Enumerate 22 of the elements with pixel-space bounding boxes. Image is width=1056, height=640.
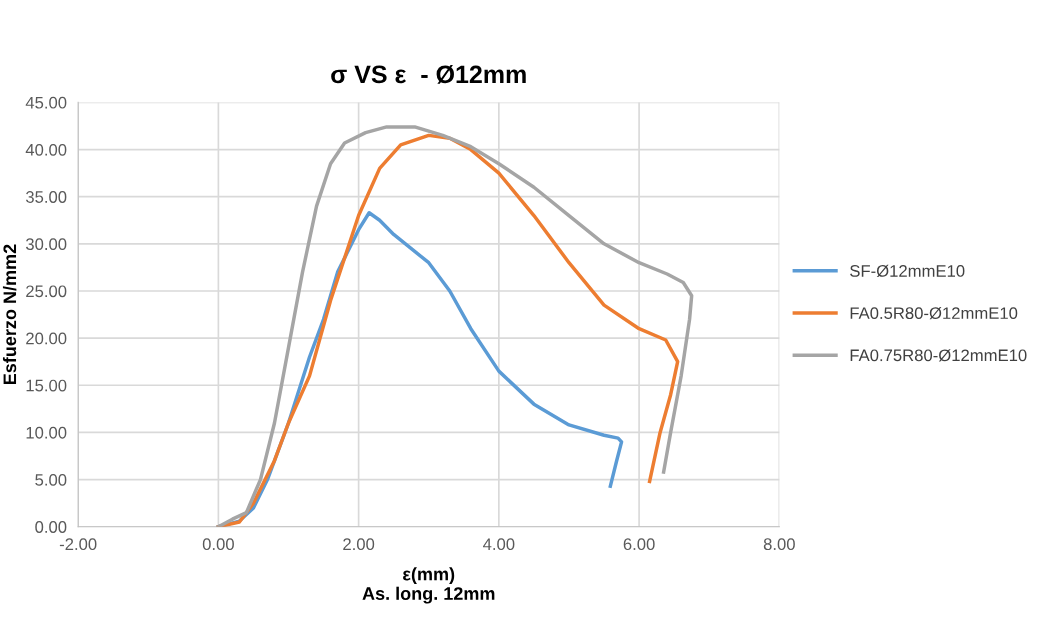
chart-title: σ VS ε - Ø12mm (331, 64, 526, 84)
legend-label: FA0.5R80-Ø12mmE10 (850, 306, 1018, 320)
y-tick-label: 10.00 (26, 426, 67, 439)
legend-label: FA0.75R80-Ø12mmE10 (850, 349, 1027, 362)
y-tick-label: 0.00 (35, 521, 67, 533)
x-tick-label: 8.00 (763, 538, 795, 551)
y-tick-label: 20.00 (26, 332, 67, 345)
y-tick-label: 45.00 (25, 96, 67, 109)
x-tick-label: -2.00 (59, 538, 97, 551)
y-tick-label: 30.00 (25, 238, 67, 251)
y-tick-label: 5.00 (35, 473, 67, 486)
y-tick-label: 35.00 (25, 191, 67, 203)
y-axis-title: Esfuerzo N/mm2 (2, 244, 17, 385)
legend-label: SF-Ø12mmE10 (850, 264, 965, 278)
x-tick-label: 2.00 (343, 538, 375, 551)
x-tick-label: 6.00 (623, 538, 655, 551)
y-tick-label: 40.00 (25, 143, 67, 156)
y-tick-label: 25.00 (26, 285, 67, 298)
x-tick-label: 4.00 (483, 538, 515, 551)
x-tick-label: 0.00 (202, 538, 234, 551)
y-tick-label: 15.00 (26, 379, 67, 392)
x-axis-title: ε(mm) As. long. 12mm (362, 567, 495, 604)
